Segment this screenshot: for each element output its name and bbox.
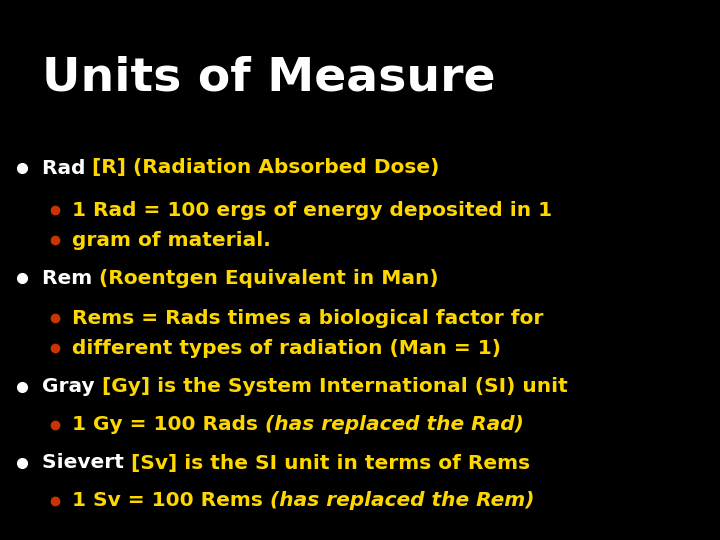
Text: (has replaced the Rad): (has replaced the Rad)	[265, 415, 524, 435]
Text: (has replaced the Rem): (has replaced the Rem)	[270, 491, 534, 510]
Text: gram of material.: gram of material.	[72, 231, 271, 249]
Text: Rem: Rem	[42, 268, 99, 287]
Text: [Sv] is the SI unit in terms of Rems: [Sv] is the SI unit in terms of Rems	[131, 454, 530, 472]
Text: 1 Gy = 100 Rads: 1 Gy = 100 Rads	[72, 415, 265, 435]
Text: Units of Measure: Units of Measure	[42, 56, 495, 100]
Text: Rad: Rad	[42, 159, 92, 178]
Text: 1 Rad = 100 ergs of energy deposited in 1: 1 Rad = 100 ergs of energy deposited in …	[72, 200, 552, 219]
Text: Sievert: Sievert	[42, 454, 131, 472]
Text: [R] (Radiation Absorbed Dose): [R] (Radiation Absorbed Dose)	[92, 159, 440, 178]
Text: Rems = Rads times a biological factor for: Rems = Rads times a biological factor fo…	[72, 308, 544, 327]
Text: 1 Sv = 100 Rems: 1 Sv = 100 Rems	[72, 491, 270, 510]
Text: [Gy] is the System International (SI) unit: [Gy] is the System International (SI) un…	[102, 377, 567, 396]
Text: different types of radiation (Man = 1): different types of radiation (Man = 1)	[72, 339, 501, 357]
Text: Gray: Gray	[42, 377, 102, 396]
Text: (Roentgen Equivalent in Man): (Roentgen Equivalent in Man)	[99, 268, 439, 287]
